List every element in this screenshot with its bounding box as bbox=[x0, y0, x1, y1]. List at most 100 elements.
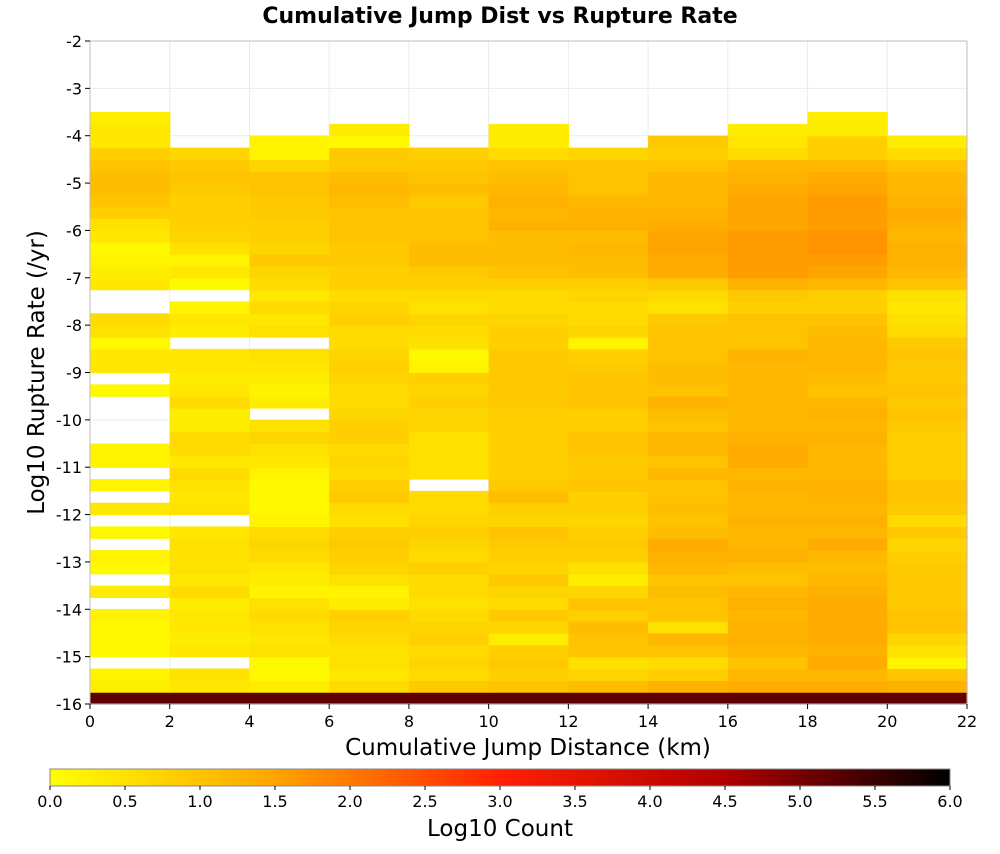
heatmap-cell bbox=[648, 277, 729, 291]
heatmap-cell bbox=[727, 254, 809, 267]
heatmap-cell bbox=[807, 265, 888, 279]
heatmap-cell bbox=[329, 384, 410, 397]
heatmap-cell bbox=[727, 668, 809, 681]
heatmap-cell bbox=[329, 171, 410, 184]
heatmap-cell bbox=[408, 561, 490, 575]
heatmap-cell bbox=[488, 467, 569, 480]
colorbar-tick-label: 3.0 bbox=[487, 792, 512, 811]
heatmap-cell bbox=[90, 206, 171, 220]
heatmap-cell bbox=[807, 348, 888, 362]
heatmap-cell bbox=[408, 147, 490, 160]
heatmap-cell bbox=[249, 644, 330, 658]
heatmap-cell bbox=[488, 644, 569, 658]
heatmap-cell bbox=[90, 384, 171, 397]
heatmap-cell bbox=[568, 348, 649, 362]
heatmap-cell bbox=[727, 467, 809, 480]
y-tick-label: -13 bbox=[56, 553, 82, 572]
heatmap-cell bbox=[648, 550, 729, 563]
y-tick-label: -3 bbox=[66, 79, 82, 98]
colorbar-gradient bbox=[49, 768, 951, 787]
heatmap-cell bbox=[727, 680, 809, 693]
y-tick-label: -2 bbox=[66, 32, 82, 51]
heatmap-cell bbox=[169, 242, 251, 255]
heatmap-cell bbox=[249, 550, 330, 563]
heatmap-cell bbox=[807, 313, 888, 326]
heatmap-cell bbox=[648, 668, 729, 681]
heatmap-cell bbox=[249, 230, 330, 243]
heatmap-cell bbox=[648, 573, 729, 587]
colorbar-tick-label: 5.5 bbox=[862, 792, 887, 811]
heatmap-cell bbox=[727, 585, 809, 599]
heatmap-cell bbox=[727, 550, 809, 563]
heatmap-cell bbox=[488, 325, 569, 338]
heatmap-cell bbox=[169, 467, 251, 480]
heatmap-cell bbox=[90, 277, 171, 291]
heatmap-cell bbox=[887, 194, 968, 208]
heatmap-cell bbox=[648, 265, 729, 279]
heatmap-cell bbox=[648, 325, 729, 338]
heatmap-cell bbox=[807, 408, 888, 421]
heatmap-cell bbox=[408, 265, 490, 279]
heatmap-cell bbox=[408, 550, 490, 563]
heatmap-cell bbox=[329, 680, 410, 693]
heatmap-cell bbox=[90, 242, 171, 255]
heatmap-cell bbox=[887, 408, 968, 421]
heatmap-cell bbox=[249, 301, 330, 314]
heatmap-cell bbox=[887, 206, 968, 220]
colorbar-label: Log10 Count bbox=[427, 816, 573, 842]
heatmap-cell bbox=[887, 609, 968, 622]
heatmap-cell bbox=[329, 372, 410, 385]
heatmap-cell bbox=[329, 147, 410, 160]
heatmap-cell bbox=[169, 265, 251, 279]
y-tick-label: -14 bbox=[56, 600, 82, 619]
heatmap-cell bbox=[90, 218, 171, 232]
heatmap-cell bbox=[329, 206, 410, 220]
colorbar-tick-label: 3.5 bbox=[562, 792, 587, 811]
heatmap-cell bbox=[648, 467, 729, 480]
heatmap-cell bbox=[807, 609, 888, 622]
heatmap-cell bbox=[887, 277, 968, 291]
heatmap-cell bbox=[90, 123, 171, 137]
heatmap-cell bbox=[727, 218, 809, 232]
heatmap-cell bbox=[329, 644, 410, 658]
heatmap-cell bbox=[568, 384, 649, 397]
heatmap-cell bbox=[169, 313, 251, 326]
heatmap-cell bbox=[727, 206, 809, 220]
heatmap-cell bbox=[568, 242, 649, 255]
heatmap-cell bbox=[568, 609, 649, 622]
heatmap-cell bbox=[90, 159, 171, 172]
heatmap-cell bbox=[807, 112, 888, 125]
heatmap-cell bbox=[169, 573, 251, 587]
heatmap-cell bbox=[648, 502, 729, 516]
x-tick-label: 10 bbox=[478, 712, 498, 731]
heatmap-cell bbox=[90, 265, 171, 279]
heatmap-cell bbox=[568, 230, 649, 243]
heatmap-cell bbox=[90, 502, 171, 516]
heatmap-cell bbox=[727, 609, 809, 622]
heatmap-cell bbox=[249, 360, 330, 374]
heatmap-cell bbox=[90, 336, 171, 350]
heatmap-cell bbox=[169, 408, 251, 421]
heatmap-cell bbox=[807, 194, 888, 208]
heatmap-cell bbox=[887, 573, 968, 587]
heatmap-cell bbox=[249, 597, 330, 610]
heatmap-cell bbox=[648, 218, 729, 232]
heatmap-cell bbox=[408, 680, 490, 693]
heatmap-cell bbox=[568, 644, 649, 658]
heatmap-cell bbox=[727, 514, 809, 528]
heatmap-cell bbox=[807, 254, 888, 267]
heatmap-cell bbox=[169, 147, 251, 160]
heatmap-cell bbox=[249, 325, 330, 338]
colorbar-tick-label: 6.0 bbox=[937, 792, 962, 811]
heatmap-cell bbox=[90, 147, 171, 160]
x-tick-label: 12 bbox=[558, 712, 578, 731]
heatmap-cell bbox=[249, 194, 330, 208]
heatmap-cell bbox=[887, 431, 968, 445]
heatmap-cell bbox=[727, 597, 809, 610]
heatmap-cell bbox=[408, 242, 490, 255]
heatmap-cell bbox=[727, 455, 809, 468]
heatmap-cell bbox=[408, 538, 490, 551]
heatmap-cell bbox=[648, 455, 729, 468]
heatmap-cell bbox=[887, 171, 968, 184]
heatmap-cell bbox=[329, 550, 410, 563]
